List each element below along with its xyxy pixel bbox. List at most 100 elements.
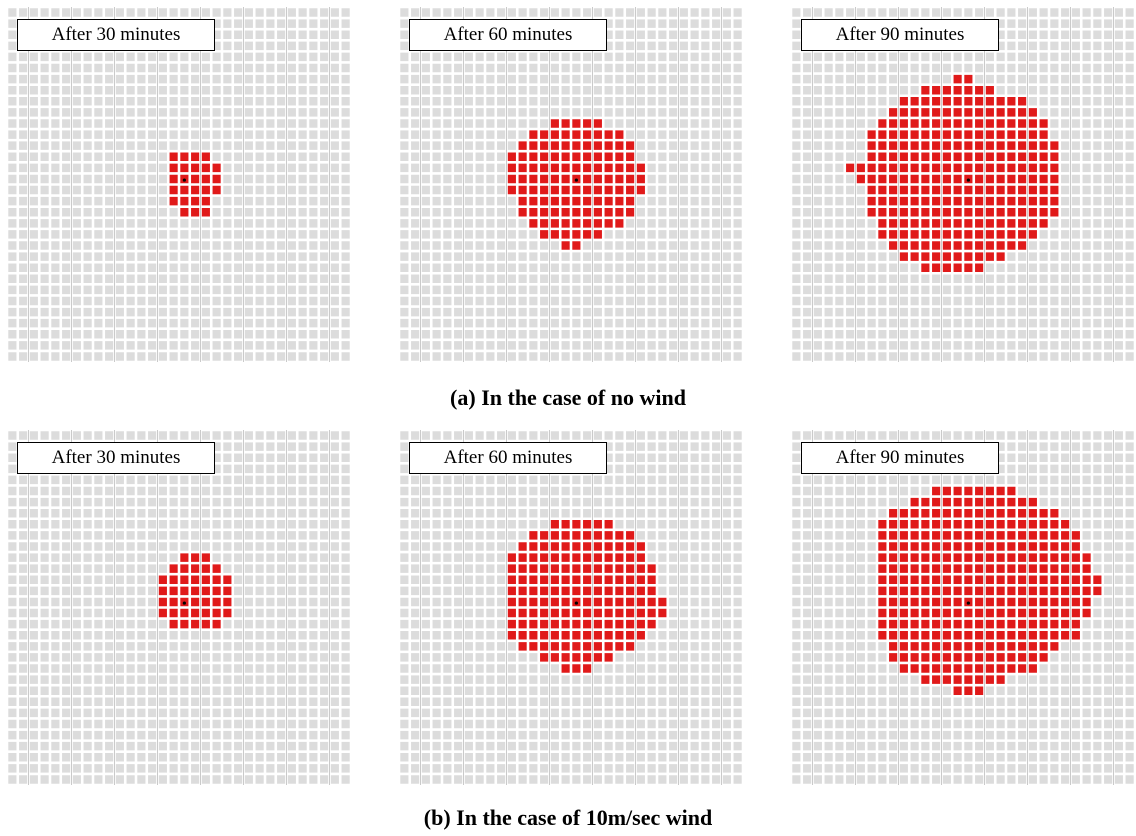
burned-cell	[930, 184, 942, 196]
burned-cell	[963, 84, 974, 96]
grid-accent-lines	[812, 430, 1114, 785]
burned-cell	[635, 618, 647, 630]
burned-cell	[973, 117, 985, 130]
burned-cell	[930, 117, 942, 130]
burned-cell	[844, 162, 856, 174]
burned-cell	[603, 529, 614, 541]
burned-cell	[571, 552, 582, 564]
burned-cell	[1016, 607, 1028, 619]
burned-cell	[549, 206, 561, 218]
burned-cell	[538, 563, 550, 575]
burned-cell	[898, 106, 910, 118]
burned-cell	[920, 106, 931, 118]
burned-cell	[635, 607, 647, 619]
burned-cell	[549, 140, 561, 152]
burned-cell	[189, 563, 201, 575]
burned-cell	[614, 217, 625, 229]
burned-cell	[592, 607, 604, 619]
burned-cell	[614, 173, 625, 185]
burned-cell	[930, 217, 942, 229]
ignition-point	[182, 178, 186, 182]
burned-cell	[614, 206, 625, 218]
burned-cell	[909, 607, 920, 619]
burned-cell	[984, 674, 996, 686]
burned-cell	[506, 618, 518, 630]
burned-cell	[973, 195, 985, 207]
burned-cell	[963, 563, 974, 575]
burned-cell	[614, 540, 625, 553]
burned-cell	[179, 195, 190, 207]
burned-cell	[528, 129, 539, 141]
burned-cell	[866, 151, 877, 163]
burned-cell	[603, 563, 614, 575]
burned-cell	[506, 629, 518, 641]
burned-cell	[528, 195, 539, 207]
burned-cell	[538, 552, 550, 564]
burned-cell	[189, 585, 201, 597]
burned-cell	[1081, 563, 1092, 575]
burned-cell	[941, 184, 953, 196]
burned-cell	[517, 206, 528, 218]
burned-cell	[898, 529, 910, 541]
burned-cell	[973, 552, 985, 564]
burned-cell	[952, 106, 963, 118]
burned-cell	[581, 596, 593, 608]
burned-cell	[1027, 507, 1039, 519]
burned-cell	[898, 585, 910, 597]
burned-cell	[952, 585, 963, 597]
burned-cell	[941, 607, 953, 619]
burned-cell	[995, 662, 1006, 675]
burned-cell	[624, 173, 636, 185]
burned-cell	[930, 507, 942, 519]
burned-cell	[624, 195, 636, 207]
burned-cell	[528, 585, 539, 597]
burned-cell	[995, 251, 1006, 263]
burned-cell	[984, 217, 996, 229]
burned-cell	[168, 151, 179, 163]
burned-cell	[517, 540, 528, 553]
burned-cell	[592, 140, 604, 152]
burned-cell	[571, 529, 582, 541]
burned-cell	[1059, 518, 1071, 530]
burned-cell	[581, 607, 593, 619]
panel-wind-60min: After 60 minutes	[399, 430, 743, 785]
burned-cell	[549, 151, 561, 163]
burned-cell	[168, 618, 179, 630]
burned-cell	[560, 529, 571, 541]
burned-cell	[995, 618, 1006, 630]
burned-cell	[200, 596, 212, 608]
burned-cell	[995, 496, 1006, 508]
burned-cell	[549, 596, 561, 608]
burned-cell	[930, 563, 942, 575]
burned-cell	[560, 618, 571, 630]
burned-cell	[909, 507, 920, 519]
burned-cell	[898, 184, 910, 196]
burned-cell	[1038, 217, 1049, 229]
burned-cell	[624, 140, 636, 152]
burned-cell	[592, 129, 604, 141]
burned-cell	[1016, 106, 1028, 118]
burned-cell	[930, 596, 942, 608]
burned-cell	[538, 574, 550, 586]
burned-cell	[200, 563, 212, 575]
burned-cell	[538, 173, 550, 185]
burned-cell	[984, 140, 996, 152]
burned-cell	[952, 485, 963, 497]
burned-cell	[200, 184, 212, 196]
burned-cell	[898, 140, 910, 152]
burned-cell	[560, 206, 571, 218]
burned-cell	[952, 518, 963, 530]
burned-cell	[984, 651, 996, 663]
burned-cell	[898, 228, 910, 240]
burned-cell	[930, 140, 942, 152]
burned-cell	[581, 552, 593, 564]
burned-cell	[920, 217, 931, 229]
burned-cell	[963, 518, 974, 530]
burned-cell	[877, 173, 888, 185]
burned-cell	[538, 585, 550, 597]
burned-cell	[973, 496, 985, 508]
burned-cell	[549, 195, 561, 207]
burned-cell	[571, 239, 582, 252]
burned-cell	[1070, 574, 1082, 586]
burned-cell	[624, 607, 636, 619]
